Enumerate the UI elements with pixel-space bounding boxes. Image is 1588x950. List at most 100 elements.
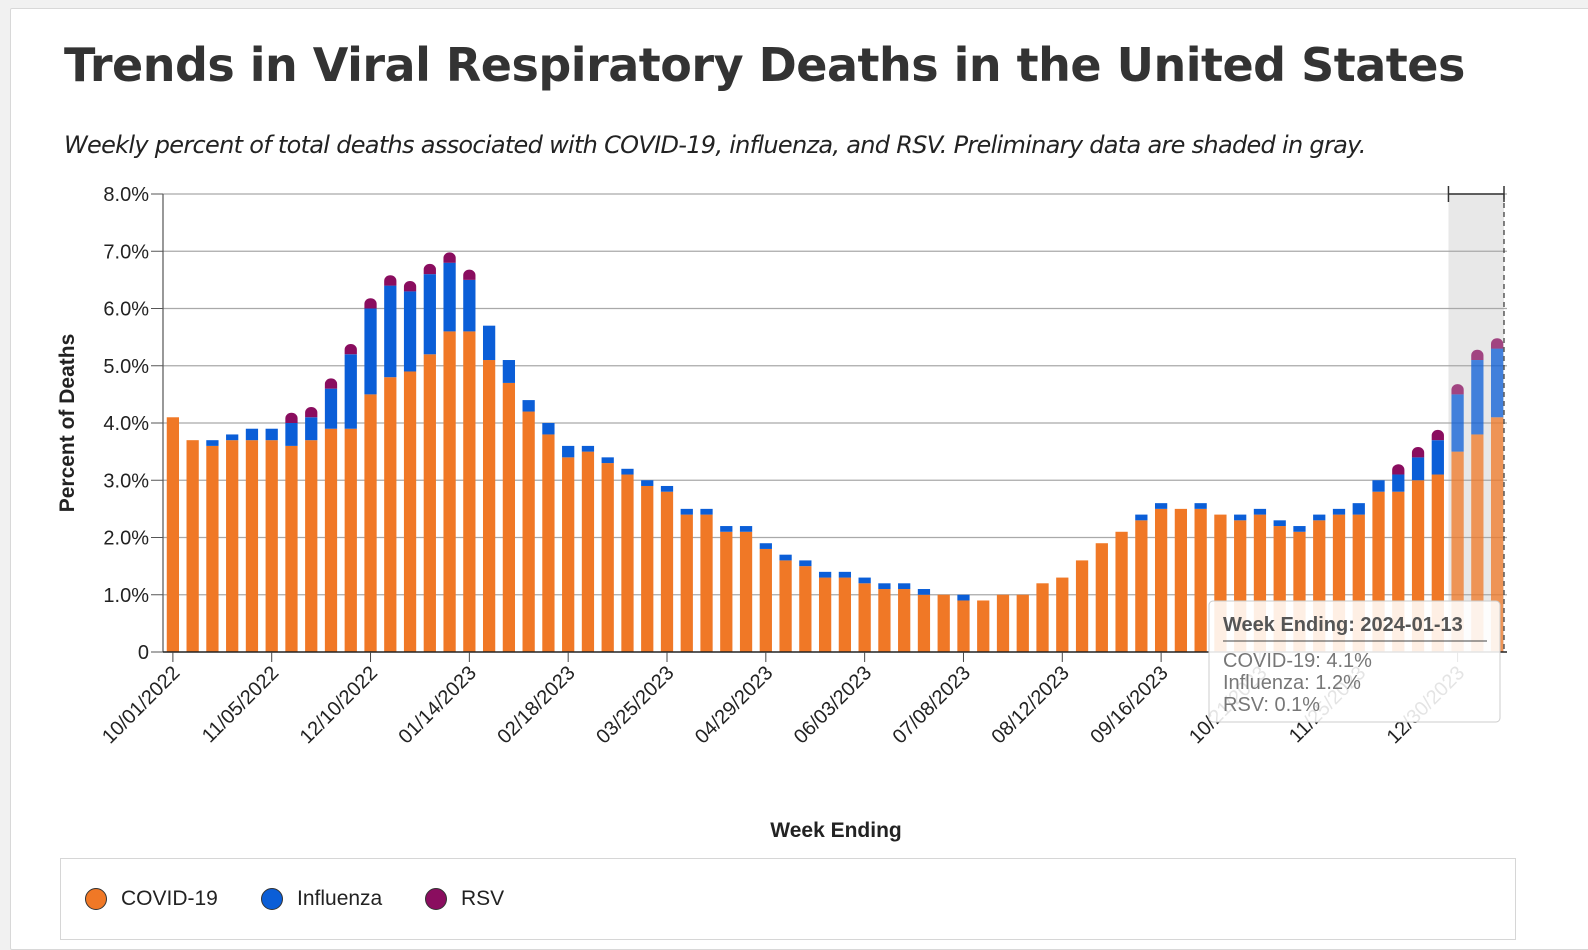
bar-influenza [1491, 349, 1503, 418]
bar-covid [760, 549, 772, 652]
bar-covid [206, 446, 218, 652]
bar-covid [463, 331, 475, 652]
bar-rsv [305, 407, 317, 417]
bar-influenza [1471, 360, 1483, 434]
y-tick-label: 1.0% [103, 585, 149, 607]
bar-influenza [878, 583, 890, 589]
x-tick-label: 03/25/2023 [592, 662, 678, 748]
bar-rsv [1412, 447, 1424, 457]
bar-rsv [443, 252, 455, 262]
x-tick-label: 01/14/2023 [395, 662, 481, 748]
bar-covid [1017, 595, 1029, 652]
legend-item-influenza[interactable]: Influenza [261, 887, 382, 911]
y-tick-label: 8.0% [103, 184, 149, 206]
bar-covid [542, 434, 554, 652]
bar-covid [621, 475, 633, 652]
bar-influenza [246, 429, 258, 440]
bar-covid [720, 532, 732, 652]
bar-covid [503, 383, 515, 652]
bar-influenza [1274, 520, 1286, 526]
bar-rsv [1392, 464, 1404, 474]
bar-covid [1195, 509, 1207, 652]
tooltip-line-rsv: RSV: 0.1% [1223, 694, 1320, 716]
bar-influenza [641, 480, 653, 486]
x-tick-label: 06/03/2023 [790, 662, 876, 748]
bar-influenza [206, 440, 218, 446]
bar-influenza [700, 509, 712, 515]
bar-influenza [424, 274, 436, 354]
bar-influenza [483, 326, 495, 360]
bar-covid [424, 354, 436, 652]
bar-influenza [503, 360, 515, 383]
bar-influenza [443, 263, 455, 332]
legend-dot-rsv [425, 888, 447, 910]
y-tick-label: 5.0% [103, 356, 149, 378]
y-tick-label: 3.0% [103, 470, 149, 492]
bar-covid [167, 417, 179, 652]
bar-covid [266, 440, 278, 652]
bar-covid [285, 446, 297, 652]
bar-influenza [1432, 440, 1444, 474]
bar-covid [187, 440, 199, 652]
legend-label-influenza: Influenza [297, 887, 382, 911]
bar-influenza [661, 486, 673, 492]
bar-influenza [839, 572, 851, 578]
bar-covid [1175, 509, 1187, 652]
x-tick-label: 07/08/2023 [889, 662, 975, 748]
bar-influenza [1195, 503, 1207, 509]
y-tick-label: 7.0% [103, 241, 149, 263]
bar-influenza [364, 309, 376, 395]
bar-influenza [305, 417, 317, 440]
bar-influenza [621, 469, 633, 475]
bar-influenza [1353, 503, 1365, 514]
x-tick-label: 02/18/2023 [493, 662, 579, 748]
bar-covid [443, 331, 455, 652]
y-tick-label: 2.0% [103, 528, 149, 550]
bar-influenza [1372, 480, 1384, 491]
bar-covid [246, 440, 258, 652]
legend-item-covid[interactable]: COVID-19 [85, 887, 218, 911]
bar-covid [602, 463, 614, 652]
bar-influenza [345, 354, 357, 428]
bar-covid [562, 457, 574, 652]
y-axis-label: Percent of Deaths [56, 334, 79, 513]
bar-rsv [364, 298, 376, 308]
bar-influenza [898, 583, 910, 589]
bar-influenza [1293, 526, 1305, 532]
bar-covid [364, 394, 376, 652]
bar-covid [404, 371, 416, 652]
bar-covid [997, 595, 1009, 652]
bar-covid [523, 412, 535, 652]
bar-covid [938, 595, 950, 652]
bar-covid [1096, 543, 1108, 652]
bar-covid [898, 589, 910, 652]
bar-influenza [226, 434, 238, 440]
tooltip-line-influenza: Influenza: 1.2% [1223, 672, 1361, 694]
bar-influenza [523, 400, 535, 411]
bar-covid [384, 377, 396, 652]
bar-covid [305, 440, 317, 652]
bar-influenza [1155, 503, 1167, 509]
bar-influenza [266, 429, 278, 440]
bar-influenza [760, 543, 772, 549]
x-tick-label: 09/16/2023 [1086, 662, 1172, 748]
y-tick-label: 6.0% [103, 299, 149, 321]
bar-covid [859, 583, 871, 652]
bar-influenza [542, 423, 554, 434]
bars[interactable] [167, 252, 1503, 652]
bar-influenza [582, 446, 594, 452]
bar-influenza [779, 555, 791, 561]
bar-covid [1036, 583, 1048, 652]
bar-covid [1076, 560, 1088, 652]
bar-covid [1115, 532, 1127, 652]
bar-influenza [463, 280, 475, 332]
bar-covid [582, 452, 594, 652]
bar-rsv [384, 275, 396, 285]
tooltip: Week Ending: 2024-01-13 COVID-19: 4.1% I… [1209, 601, 1500, 722]
bar-influenza [1333, 509, 1345, 515]
legend-item-rsv[interactable]: RSV [425, 887, 504, 911]
bar-influenza [918, 589, 930, 595]
bar-influenza [602, 457, 614, 463]
bar-influenza [1234, 515, 1246, 521]
bar-covid [878, 589, 890, 652]
